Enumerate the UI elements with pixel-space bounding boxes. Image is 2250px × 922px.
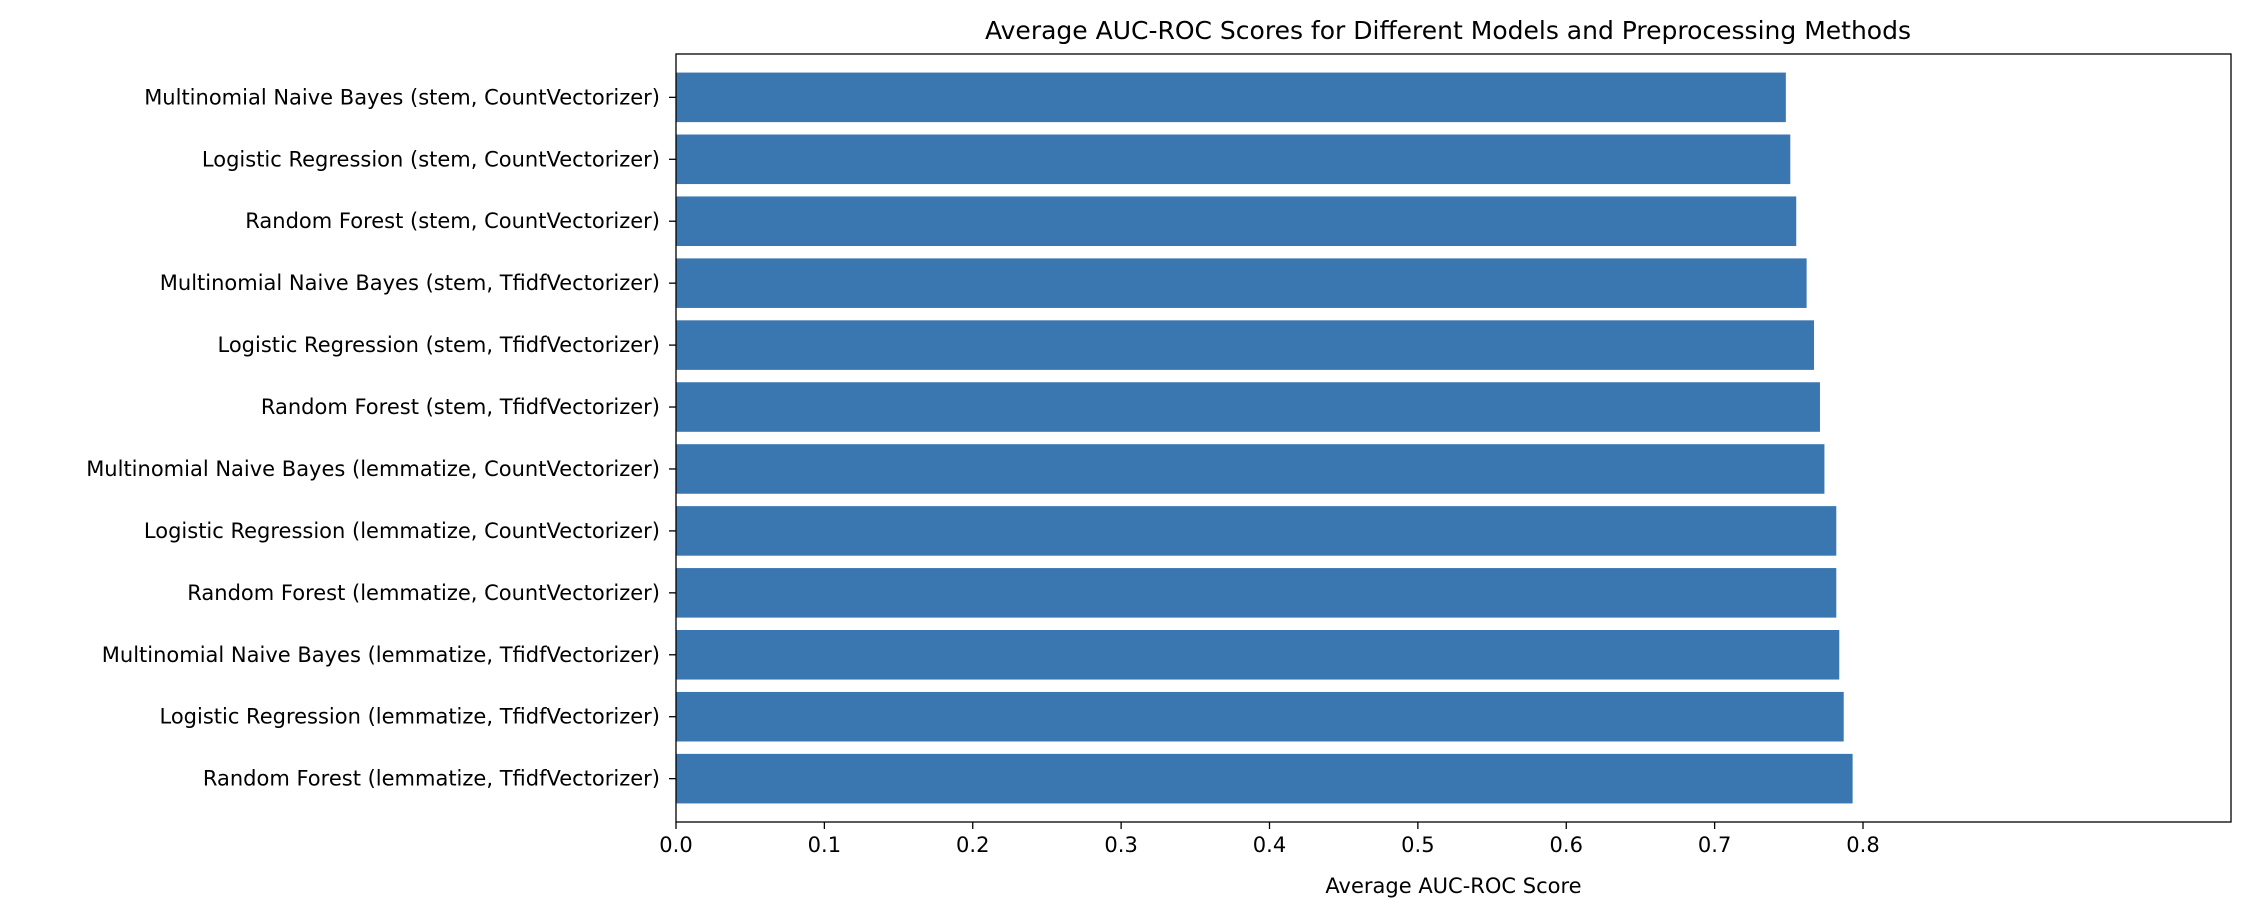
bar (676, 258, 1807, 308)
bar (676, 568, 1837, 618)
bar (676, 382, 1820, 432)
x-tick-label: 0.8 (1846, 833, 1879, 857)
y-tick-label: Logistic Regression (stem, TfidfVectoriz… (217, 333, 660, 357)
y-tick-label: Random Forest (stem, CountVectorizer) (245, 209, 660, 233)
x-axis-label: Average AUC-ROC Score (1325, 874, 1581, 898)
x-tick-label: 0.1 (808, 833, 841, 857)
bar (676, 753, 1853, 804)
y-tick-label: Logistic Regression (lemmatize, TfidfVec… (159, 705, 660, 729)
y-axis-ticks: Multinomial Naive Bayes (stem, CountVect… (86, 85, 676, 791)
y-tick-label: Random Forest (stem, TfidfVectorizer) (261, 395, 660, 419)
bar (676, 134, 1791, 185)
bar (676, 196, 1797, 246)
x-tick-label: 0.2 (956, 833, 989, 857)
y-tick-label: Random Forest (lemmatize, CountVectorize… (187, 581, 660, 605)
x-tick-label: 0.6 (1550, 833, 1583, 857)
x-tick-label: 0.3 (1104, 833, 1137, 857)
chart-title: Average AUC-ROC Scores for Different Mod… (985, 16, 1911, 45)
bar (676, 320, 1815, 370)
bar (676, 691, 1844, 742)
x-tick-label: 0.4 (1253, 833, 1286, 857)
x-tick-label: 0.0 (659, 833, 692, 857)
y-tick-label: Multinomial Naive Bayes (stem, CountVect… (144, 85, 660, 109)
bar (676, 72, 1786, 123)
x-axis-ticks: 0.0 0.1 0.2 0.3 0.4 0.5 0.6 0.7 0.8 (659, 822, 1880, 857)
x-tick-label: 0.7 (1698, 833, 1731, 857)
y-tick-label: Multinomial Naive Bayes (lemmatize, Coun… (86, 457, 660, 481)
bars-group (676, 72, 1853, 804)
plot-frame (675, 53, 2232, 823)
bar (676, 506, 1837, 556)
y-tick-label: Multinomial Naive Bayes (stem, TfidfVect… (160, 271, 660, 295)
y-tick-label: Random Forest (lemmatize, TfidfVectorize… (203, 767, 660, 791)
bar (676, 630, 1840, 680)
x-tick-label: 0.5 (1401, 833, 1434, 857)
y-tick-label: Logistic Regression (stem, CountVectoriz… (202, 147, 660, 171)
y-tick-label: Multinomial Naive Bayes (lemmatize, Tfid… (102, 643, 660, 667)
y-tick-label: Logistic Regression (lemmatize, CountVec… (144, 519, 660, 543)
bar (676, 444, 1825, 494)
